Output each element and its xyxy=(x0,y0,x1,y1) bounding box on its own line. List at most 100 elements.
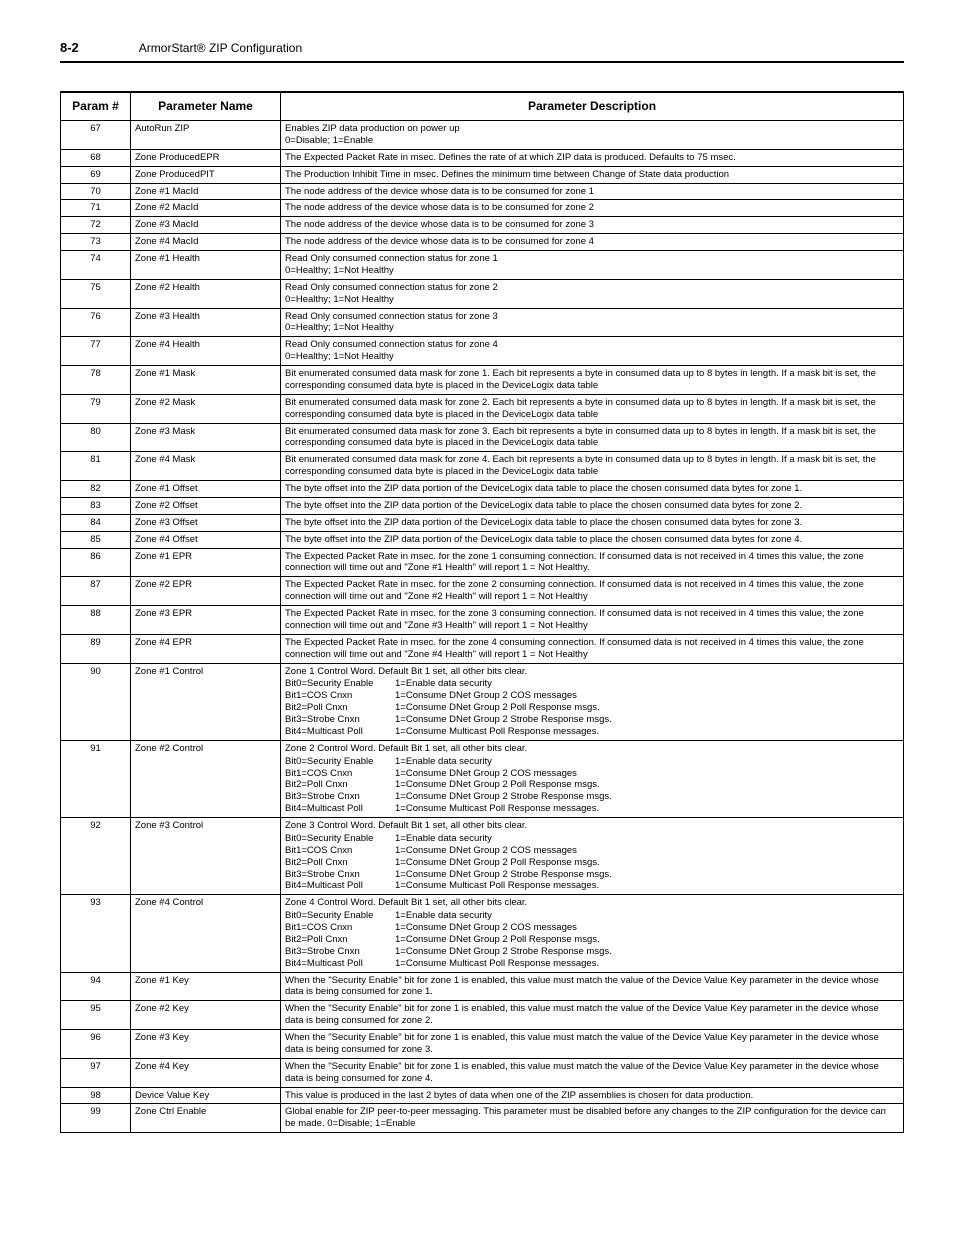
table-row: 98Device Value KeyThis value is produced… xyxy=(61,1087,904,1104)
param-name: Zone #3 Health xyxy=(131,308,281,337)
param-name: Zone #4 MacId xyxy=(131,234,281,251)
table-row: 76Zone #3 HealthRead Only consumed conne… xyxy=(61,308,904,337)
param-number: 88 xyxy=(61,606,131,635)
param-number: 73 xyxy=(61,234,131,251)
table-row: 89Zone #4 EPRThe Expected Packet Rate in… xyxy=(61,634,904,663)
param-number: 77 xyxy=(61,337,131,366)
param-name: Zone #2 Mask xyxy=(131,394,281,423)
param-name: Zone ProducedPIT xyxy=(131,166,281,183)
table-row: 91Zone #2 ControlZone 2 Control Word. De… xyxy=(61,740,904,817)
param-description: The byte offset into the ZIP data portio… xyxy=(281,497,904,514)
param-description: Read Only consumed connection status for… xyxy=(281,251,904,280)
param-number: 69 xyxy=(61,166,131,183)
param-description: When the "Security Enable" bit for zone … xyxy=(281,972,904,1001)
table-row: 92Zone #3 ControlZone 3 Control Word. De… xyxy=(61,818,904,895)
param-description: Bit enumerated consumed data mask for zo… xyxy=(281,452,904,481)
param-name: Zone #2 Key xyxy=(131,1001,281,1030)
param-description: Read Only consumed connection status for… xyxy=(281,308,904,337)
param-number: 67 xyxy=(61,121,131,150)
param-name: Zone #4 Health xyxy=(131,337,281,366)
table-row: 72Zone #3 MacIdThe node address of the d… xyxy=(61,217,904,234)
table-row: 79Zone #2 MaskBit enumerated consumed da… xyxy=(61,394,904,423)
param-number: 95 xyxy=(61,1001,131,1030)
param-name: Zone #2 Offset xyxy=(131,497,281,514)
param-name: Zone #3 Key xyxy=(131,1030,281,1059)
param-name: Zone #2 Health xyxy=(131,279,281,308)
table-row: 68Zone ProducedEPRThe Expected Packet Ra… xyxy=(61,149,904,166)
param-description: The Expected Packet Rate in msec. for th… xyxy=(281,634,904,663)
param-description: Bit enumerated consumed data mask for zo… xyxy=(281,394,904,423)
param-name: Zone Ctrl Enable xyxy=(131,1104,281,1133)
param-name: Zone #1 Health xyxy=(131,251,281,280)
table-row: 86Zone #1 EPRThe Expected Packet Rate in… xyxy=(61,548,904,577)
param-name: Zone #3 Mask xyxy=(131,423,281,452)
table-row: 88Zone #3 EPRThe Expected Packet Rate in… xyxy=(61,606,904,635)
table-row: 96Zone #3 KeyWhen the "Security Enable" … xyxy=(61,1030,904,1059)
param-description: Read Only consumed connection status for… xyxy=(281,279,904,308)
param-number: 93 xyxy=(61,895,131,972)
table-row: 99Zone Ctrl EnableGlobal enable for ZIP … xyxy=(61,1104,904,1133)
param-description: When the "Security Enable" bit for zone … xyxy=(281,1030,904,1059)
param-number: 82 xyxy=(61,481,131,498)
param-name: Zone ProducedEPR xyxy=(131,149,281,166)
param-description: Bit enumerated consumed data mask for zo… xyxy=(281,423,904,452)
param-number: 96 xyxy=(61,1030,131,1059)
section-number: 8-2 xyxy=(60,40,79,55)
param-number: 79 xyxy=(61,394,131,423)
table-row: 82Zone #1 OffsetThe byte offset into the… xyxy=(61,481,904,498)
page-header: 8-2 ArmorStart® ZIP Configuration xyxy=(60,40,904,63)
param-name: AutoRun ZIP xyxy=(131,121,281,150)
param-name: Zone #4 EPR xyxy=(131,634,281,663)
param-description: The Expected Packet Rate in msec. for th… xyxy=(281,548,904,577)
table-row: 75Zone #2 HealthRead Only consumed conne… xyxy=(61,279,904,308)
param-description: Read Only consumed connection status for… xyxy=(281,337,904,366)
table-row: 74Zone #1 HealthRead Only consumed conne… xyxy=(61,251,904,280)
table-row: 77Zone #4 HealthRead Only consumed conne… xyxy=(61,337,904,366)
param-name: Zone #2 EPR xyxy=(131,577,281,606)
table-row: 78Zone #1 MaskBit enumerated consumed da… xyxy=(61,366,904,395)
param-number: 86 xyxy=(61,548,131,577)
table-row: 69Zone ProducedPITThe Production Inhibit… xyxy=(61,166,904,183)
param-description: Zone 1 Control Word. Default Bit 1 set, … xyxy=(281,663,904,740)
param-number: 75 xyxy=(61,279,131,308)
param-number: 98 xyxy=(61,1087,131,1104)
param-name: Zone #1 EPR xyxy=(131,548,281,577)
table-row: 73Zone #4 MacIdThe node address of the d… xyxy=(61,234,904,251)
param-description: The node address of the device whose dat… xyxy=(281,183,904,200)
param-number: 80 xyxy=(61,423,131,452)
table-row: 80Zone #3 MaskBit enumerated consumed da… xyxy=(61,423,904,452)
param-description: The byte offset into the ZIP data portio… xyxy=(281,531,904,548)
param-description: Zone 3 Control Word. Default Bit 1 set, … xyxy=(281,818,904,895)
param-name: Zone #4 Key xyxy=(131,1058,281,1087)
param-name: Zone #4 Mask xyxy=(131,452,281,481)
table-row: 67AutoRun ZIPEnables ZIP data production… xyxy=(61,121,904,150)
param-number: 94 xyxy=(61,972,131,1001)
param-number: 90 xyxy=(61,663,131,740)
table-row: 87Zone #2 EPRThe Expected Packet Rate in… xyxy=(61,577,904,606)
param-description: The node address of the device whose dat… xyxy=(281,234,904,251)
param-name: Zone #1 Control xyxy=(131,663,281,740)
param-name: Zone #2 Control xyxy=(131,740,281,817)
param-description: Zone 4 Control Word. Default Bit 1 set, … xyxy=(281,895,904,972)
parameter-table: Param # Parameter Name Parameter Descrip… xyxy=(60,91,904,1133)
table-row: 93Zone #4 ControlZone 4 Control Word. De… xyxy=(61,895,904,972)
param-number: 74 xyxy=(61,251,131,280)
table-row: 85Zone #4 OffsetThe byte offset into the… xyxy=(61,531,904,548)
param-name: Zone #4 Control xyxy=(131,895,281,972)
param-name: Zone #1 Offset xyxy=(131,481,281,498)
param-name: Zone #3 Control xyxy=(131,818,281,895)
param-name: Zone #1 MacId xyxy=(131,183,281,200)
param-description: The Expected Packet Rate in msec. for th… xyxy=(281,577,904,606)
table-row: 94Zone #1 KeyWhen the "Security Enable" … xyxy=(61,972,904,1001)
param-number: 85 xyxy=(61,531,131,548)
param-number: 72 xyxy=(61,217,131,234)
table-row: 95Zone #2 KeyWhen the "Security Enable" … xyxy=(61,1001,904,1030)
col-header-param: Param # xyxy=(61,92,131,121)
param-number: 76 xyxy=(61,308,131,337)
param-number: 87 xyxy=(61,577,131,606)
param-description: When the "Security Enable" bit for zone … xyxy=(281,1001,904,1030)
table-row: 83Zone #2 OffsetThe byte offset into the… xyxy=(61,497,904,514)
param-description: The byte offset into the ZIP data portio… xyxy=(281,514,904,531)
param-name: Zone #1 Mask xyxy=(131,366,281,395)
param-number: 99 xyxy=(61,1104,131,1133)
